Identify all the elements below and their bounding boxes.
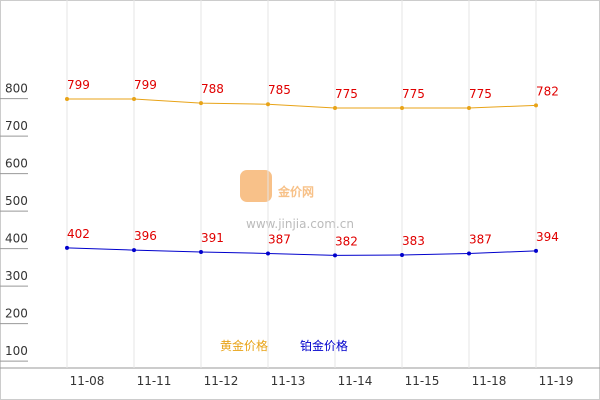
x-tick-label: 11-11	[137, 374, 172, 388]
legend-entry: 铂金价格	[300, 338, 348, 353]
value-label: 775	[402, 87, 425, 101]
value-label: 788	[201, 82, 224, 96]
x-tick-label: 11-12	[204, 374, 239, 388]
point	[534, 103, 538, 108]
point	[467, 105, 471, 110]
value-label: 402	[67, 227, 90, 241]
value-label: 387	[469, 232, 492, 246]
value-label: 775	[335, 87, 358, 101]
value-label: 383	[402, 234, 425, 248]
point	[266, 102, 270, 107]
value-label: 799	[67, 78, 90, 92]
point	[199, 249, 203, 254]
value-label: 396	[134, 229, 157, 243]
y-tick-label: 200	[5, 307, 28, 321]
x-tick-label: 11-13	[271, 374, 306, 388]
point	[400, 252, 404, 257]
x-tick-label: 11-15	[405, 374, 440, 388]
point	[199, 101, 203, 106]
value-label: 775	[469, 87, 492, 101]
y-tick-label: 800	[5, 82, 28, 96]
point	[65, 96, 69, 101]
point	[132, 96, 136, 101]
y-tick-label: 500	[5, 194, 28, 208]
logo-url: www.jinjia.com.cn	[246, 217, 354, 231]
y-tick-label: 600	[5, 157, 28, 171]
point	[266, 251, 270, 256]
watermark: 金价网 www.jinjia.com.cn	[240, 170, 354, 231]
point	[65, 245, 69, 250]
point	[467, 251, 471, 256]
point	[333, 105, 337, 110]
logo-text: 金价网	[277, 184, 314, 199]
point	[333, 253, 337, 258]
value-label: 394	[536, 230, 559, 244]
series-line	[66, 247, 537, 256]
x-tick-label: 11-08	[70, 374, 105, 388]
x-tick-label: 11-14	[338, 374, 373, 388]
value-label: 391	[201, 231, 224, 245]
value-label: 387	[268, 232, 291, 246]
point	[400, 105, 404, 110]
y-tick-label: 700	[5, 119, 28, 133]
point	[534, 248, 538, 253]
x-tick-label: 11-19	[539, 374, 574, 388]
value-label: 785	[268, 83, 291, 97]
legend-entry: 黄金价格	[220, 338, 268, 353]
series-line	[67, 98, 537, 109]
x-tick-label: 11-18	[472, 374, 507, 388]
y-tick-label: 100	[5, 344, 28, 358]
logo-icon	[240, 170, 272, 202]
point	[132, 248, 136, 253]
value-label: 799	[134, 78, 157, 92]
y-tick-label: 400	[5, 232, 28, 246]
y-tick-label: 300	[5, 269, 28, 283]
value-label: 382	[335, 234, 358, 248]
value-label: 782	[536, 84, 559, 98]
